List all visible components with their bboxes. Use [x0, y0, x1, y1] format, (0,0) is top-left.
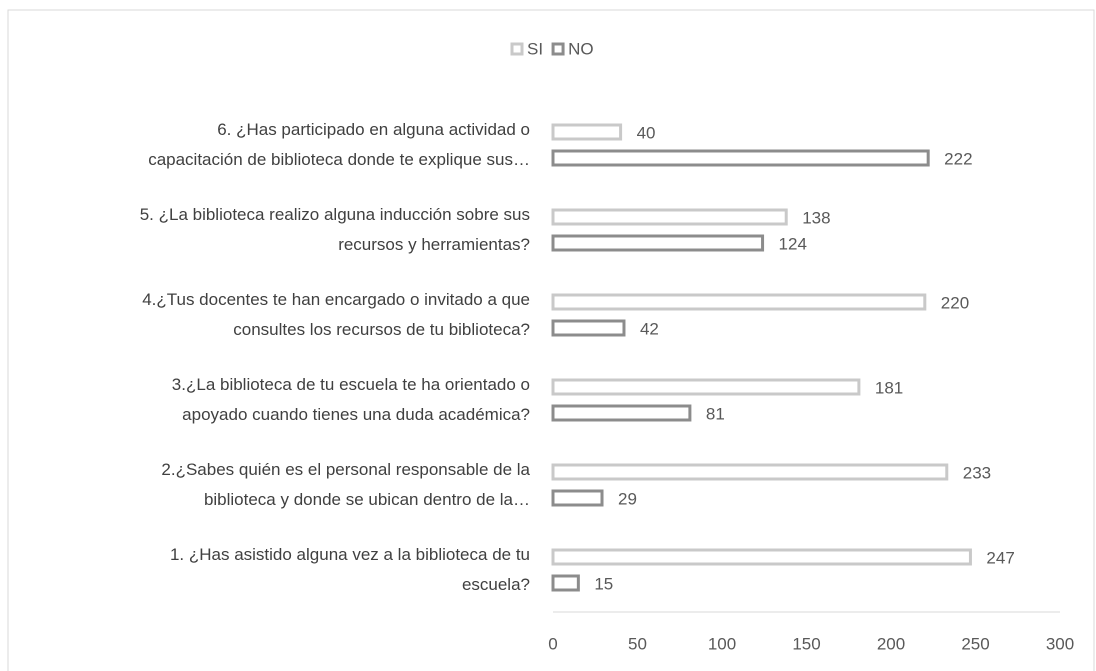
y-tick-label: 6. ¿Has participado en alguna actividad … [148, 120, 530, 169]
bar [551, 463, 949, 481]
bar [551, 149, 930, 167]
data-label: 138 [802, 208, 830, 227]
bar [551, 234, 765, 252]
bar [551, 404, 692, 422]
y-tick-label: 2.¿Sabes quién es el personal responsabl… [161, 460, 530, 509]
y-tick-label: 5. ¿La biblioteca realizo alguna inducci… [139, 205, 530, 254]
data-label: 233 [963, 463, 991, 482]
data-label: 247 [986, 548, 1014, 567]
x-tick-label: 100 [708, 634, 736, 653]
y-tick-label: 3.¿La biblioteca de tu escuela te ha ori… [171, 375, 530, 424]
data-label: 15 [594, 574, 613, 593]
data-label: 42 [640, 319, 659, 338]
bar [551, 378, 861, 396]
data-label: 220 [941, 293, 969, 312]
x-tick-label: 150 [792, 634, 820, 653]
data-label: 29 [618, 489, 637, 508]
legend-label: SI [527, 39, 543, 58]
x-tick-label: 250 [961, 634, 989, 653]
data-label: 181 [875, 378, 903, 397]
bar [551, 319, 626, 337]
x-tick-label: 50 [628, 634, 647, 653]
bar [551, 548, 972, 566]
data-label: 40 [637, 123, 656, 142]
data-label: 124 [779, 234, 807, 253]
y-tick-label: 4.¿Tus docentes te han encargado o invit… [142, 290, 530, 339]
data-label: 81 [706, 404, 725, 423]
x-tick-label: 200 [877, 634, 905, 653]
y-tick-label: 1. ¿Has asistido alguna vez a la bibliot… [169, 545, 530, 594]
data-label: 222 [944, 149, 972, 168]
legend-label: NO [568, 39, 594, 58]
bar [551, 208, 788, 226]
bar [551, 123, 623, 141]
bar [551, 293, 927, 311]
legend-swatch [551, 42, 565, 56]
x-tick-label: 0 [548, 634, 557, 653]
bar [551, 574, 580, 592]
legend-swatch [510, 42, 524, 56]
bar [551, 489, 604, 507]
x-tick-label: 300 [1046, 634, 1074, 653]
